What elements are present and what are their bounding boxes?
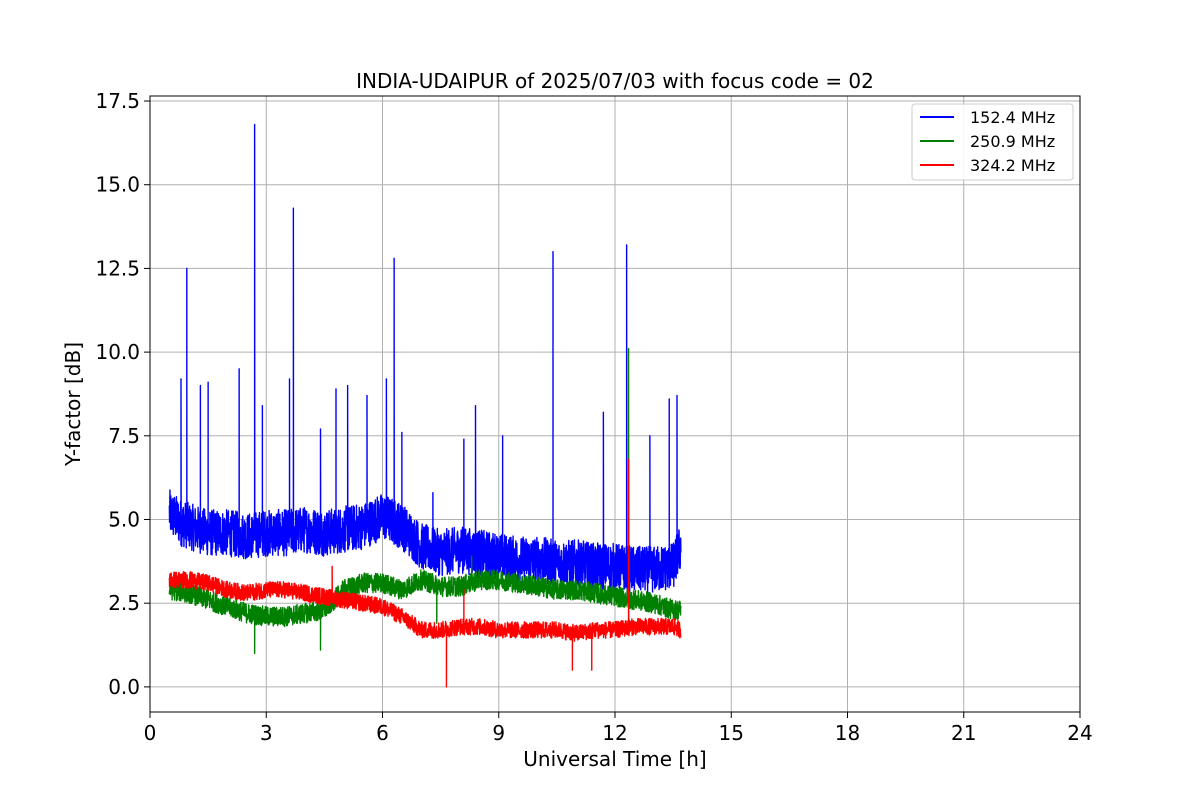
chart-title: INDIA-UDAIPUR of 2025/07/03 with focus c… bbox=[356, 69, 874, 93]
y-tick-label: 0.0 bbox=[108, 675, 140, 699]
legend: 152.4 MHz 250.9 MHz 324.2 MHz bbox=[911, 103, 1074, 181]
series-152-4-mhz bbox=[168, 123, 682, 594]
x-tick-label: 3 bbox=[260, 721, 273, 745]
legend-label: 152.4 MHz bbox=[970, 108, 1055, 127]
y-tick-label: 15.0 bbox=[95, 173, 140, 197]
x-tick-label: 24 bbox=[1067, 721, 1092, 745]
y-tick-label: 12.5 bbox=[95, 256, 140, 280]
y-tick-label: 7.5 bbox=[108, 424, 140, 448]
x-tick-label: 6 bbox=[376, 721, 389, 745]
axis-ticks: 0 3 6 9 12 15 18 21 24 0.0 2.5 5.0 7.5 10.0 12.5 15.0 17… bbox=[95, 89, 1092, 745]
legend-box bbox=[911, 103, 1074, 181]
plot-series bbox=[168, 123, 682, 688]
series-250-9-mhz bbox=[168, 348, 682, 655]
x-tick-label: 21 bbox=[951, 721, 976, 745]
series-324-2-mhz bbox=[168, 458, 682, 688]
x-tick-label: 18 bbox=[835, 721, 860, 745]
y-tick-label: 2.5 bbox=[108, 591, 140, 615]
legend-label: 250.9 MHz bbox=[970, 132, 1055, 151]
y-axis-label: Y-factor [dB] bbox=[61, 342, 85, 467]
legend-label: 324.2 MHz bbox=[970, 156, 1055, 175]
y-tick-label: 17.5 bbox=[95, 89, 140, 113]
x-tick-label: 9 bbox=[492, 721, 505, 745]
x-tick-label: 0 bbox=[144, 721, 157, 745]
series-line bbox=[168, 123, 682, 594]
x-tick-label: 15 bbox=[719, 721, 744, 745]
x-tick-label: 12 bbox=[602, 721, 627, 745]
x-axis-label: Universal Time [h] bbox=[523, 747, 706, 771]
series-line bbox=[168, 348, 682, 655]
y-tick-label: 5.0 bbox=[108, 508, 140, 532]
y-tick-label: 10.0 bbox=[95, 340, 140, 364]
series-line bbox=[168, 458, 682, 688]
